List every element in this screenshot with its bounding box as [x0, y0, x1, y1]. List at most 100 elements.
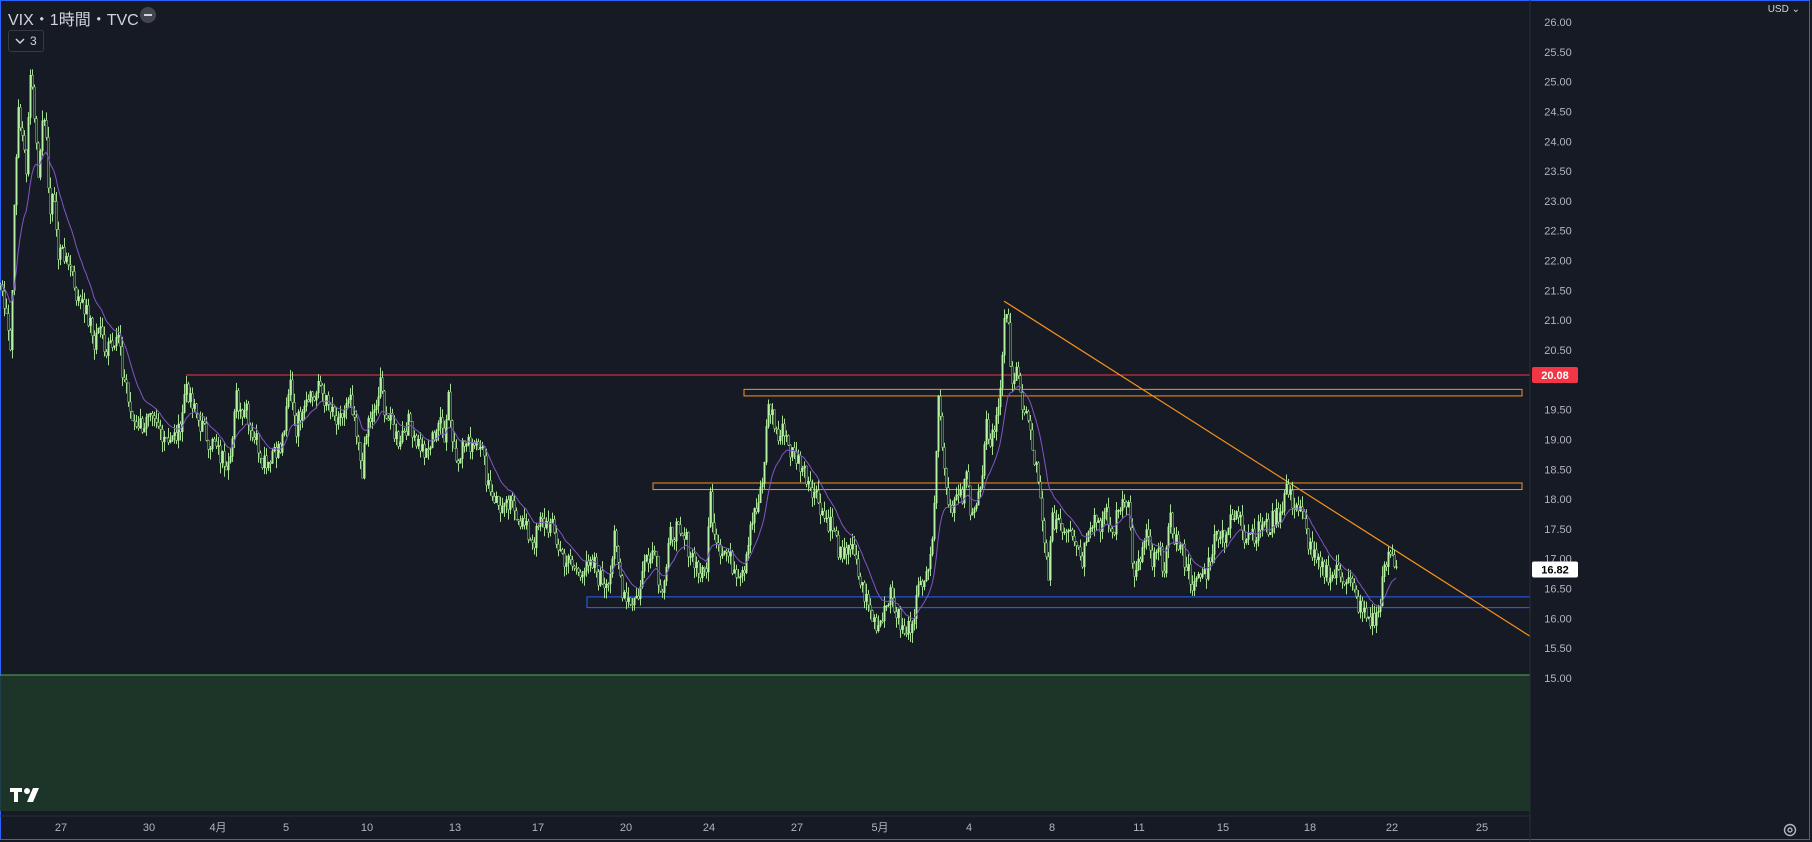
candle-body — [21, 127, 24, 136]
candle-body — [283, 430, 286, 435]
candle-body — [1329, 577, 1332, 583]
candle-body — [503, 502, 506, 507]
candle-body — [721, 553, 724, 557]
candle-body — [939, 396, 942, 417]
candle-body — [737, 577, 740, 579]
candle-body — [711, 491, 714, 523]
candle-body — [951, 504, 954, 514]
candle-body — [175, 432, 178, 441]
candle-body — [989, 438, 992, 447]
candle-body — [847, 544, 850, 555]
candle-body — [57, 229, 60, 260]
candle-body — [499, 505, 502, 513]
candle-body — [767, 404, 770, 427]
candle-body — [251, 430, 254, 438]
candle-body — [739, 575, 742, 579]
candle-body — [83, 299, 86, 315]
candle-body — [763, 462, 766, 484]
candle-body — [351, 394, 354, 415]
candle-body — [473, 443, 476, 446]
candle-body — [585, 560, 588, 572]
candle-body — [645, 555, 648, 562]
currency-label: USD — [1767, 4, 1789, 15]
candle-body — [1253, 528, 1256, 544]
candle-body — [213, 438, 216, 442]
currency-selector[interactable]: USD ⌄ — [1768, 4, 1800, 15]
candle-body — [827, 517, 830, 532]
candle-body — [729, 551, 732, 557]
candle-body — [97, 327, 100, 334]
price-tick-label: 25.00 — [1544, 77, 1572, 89]
candle-body — [1145, 529, 1148, 542]
candle-body — [555, 532, 558, 545]
candle-body — [343, 409, 346, 418]
indicators-toggle[interactable]: 3 — [8, 30, 44, 52]
candle-body — [1323, 561, 1326, 578]
price-tick-label: 22.00 — [1544, 256, 1572, 268]
candle-body — [1031, 429, 1034, 451]
price-tick-label: 26.00 — [1544, 17, 1572, 29]
candles — [0, 69, 1398, 643]
candle-body — [559, 549, 562, 551]
candle-body — [857, 558, 860, 577]
candle-body — [1045, 542, 1048, 557]
candle-body — [965, 471, 968, 480]
candle-body — [157, 422, 160, 427]
candle-body — [835, 530, 838, 536]
collapse-legend-button[interactable] — [140, 7, 156, 23]
candle-body — [345, 403, 348, 410]
candle-body — [1195, 577, 1198, 582]
candle-body — [617, 545, 620, 563]
candle-body — [435, 430, 438, 441]
candle-body — [1381, 576, 1384, 607]
candle-body — [973, 508, 976, 513]
candle-body — [1379, 605, 1382, 612]
candle-body — [1313, 549, 1316, 558]
candle-body — [895, 611, 898, 619]
candle-body — [1349, 577, 1352, 579]
symbol-title[interactable]: VIX・1時間・TVC — [8, 12, 139, 29]
candle-body — [1201, 573, 1204, 578]
candle-body — [91, 317, 94, 336]
candle-body — [1387, 551, 1390, 567]
candle-body — [627, 597, 630, 602]
candle-body — [165, 436, 168, 439]
candle-body — [375, 405, 378, 410]
candle-body — [185, 383, 188, 395]
candle-body — [1319, 556, 1322, 568]
candle-body — [1059, 518, 1062, 524]
time-tick-label: 15 — [1217, 822, 1229, 834]
candle-body — [693, 553, 696, 569]
candle-body — [809, 481, 812, 488]
candle-body — [1079, 546, 1082, 557]
candle-body — [219, 445, 222, 464]
candle-body — [731, 551, 734, 574]
candle-body — [209, 448, 212, 450]
candle-body — [269, 462, 272, 464]
gear-icon[interactable] — [1782, 822, 1798, 838]
candle-body — [947, 487, 950, 505]
candle-body — [239, 409, 242, 412]
candle-body — [803, 465, 806, 469]
candle-body — [1371, 613, 1374, 627]
candle-body — [1259, 521, 1262, 531]
candle-body — [399, 441, 402, 447]
candle-body — [31, 75, 34, 88]
candle-body — [975, 504, 978, 509]
blue-zone — [586, 596, 1531, 609]
candle-body — [899, 608, 902, 630]
candle-body — [807, 481, 810, 485]
candle-body — [1111, 528, 1114, 533]
candle-body — [535, 525, 538, 549]
candle-body — [123, 377, 126, 380]
candle-body — [631, 604, 634, 606]
candle-body — [1155, 551, 1158, 554]
candle-body — [147, 413, 150, 418]
candle-body — [1133, 562, 1136, 577]
candle-body — [369, 418, 372, 423]
candle-body — [1019, 375, 1022, 393]
candle-body — [569, 555, 572, 560]
candle-body — [1223, 530, 1226, 544]
candle-body — [545, 520, 548, 528]
